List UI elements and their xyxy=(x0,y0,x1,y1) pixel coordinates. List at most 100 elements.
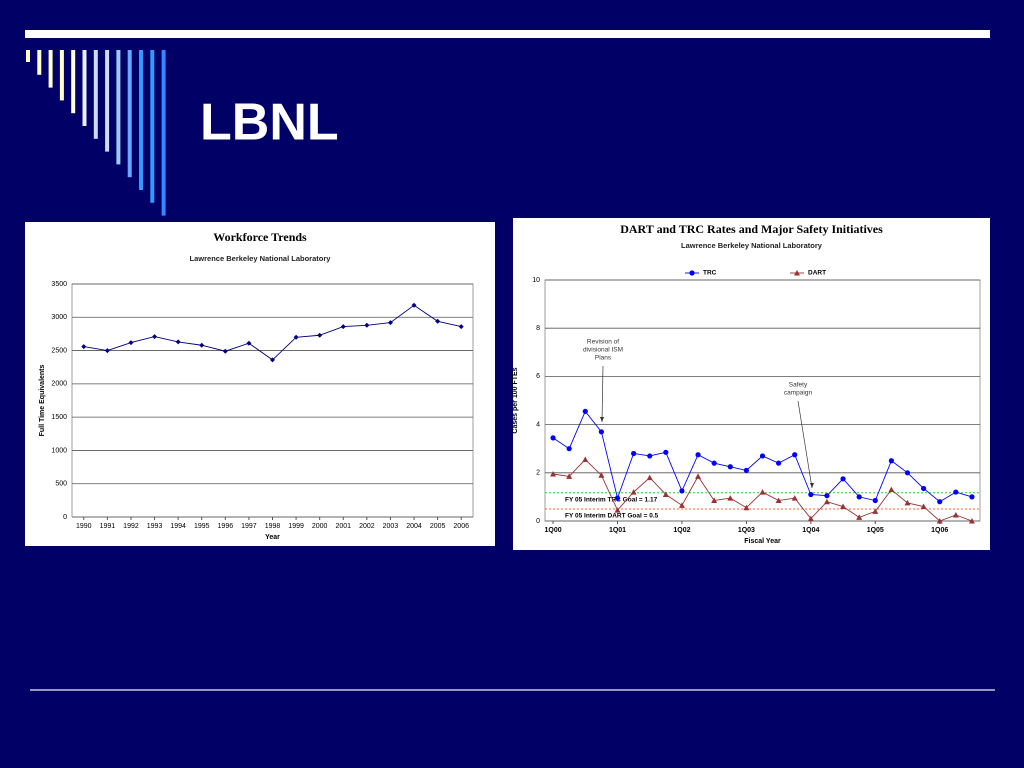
point xyxy=(340,324,346,330)
point xyxy=(952,511,959,518)
y-tick-label: 0 xyxy=(536,518,540,525)
annotation: Revision of xyxy=(587,339,619,346)
point xyxy=(678,502,685,508)
goal-label: FY 05 Interim DART Goal = 0.5 xyxy=(565,513,659,520)
point xyxy=(695,452,701,458)
point xyxy=(175,339,181,345)
point xyxy=(270,357,275,363)
point xyxy=(631,450,637,457)
chart: Workforce Trends Lawrence Berkeley Nation… xyxy=(25,222,495,546)
decor-bar xyxy=(71,50,76,114)
point xyxy=(759,489,766,495)
x-tick-label: 1994 xyxy=(170,523,186,530)
x-tick-label: 1992 xyxy=(123,523,139,530)
decor-bar xyxy=(150,50,155,203)
point xyxy=(969,494,975,500)
point xyxy=(840,503,847,510)
chart-subtitle: Lawrence Berkeley National Laboratory xyxy=(190,254,332,263)
x-tick-label: 1Q02 xyxy=(673,527,690,534)
legend-marker xyxy=(689,270,695,276)
point xyxy=(293,334,299,340)
decor-bar xyxy=(59,50,64,101)
x-tick-label: 2004 xyxy=(406,523,422,530)
point xyxy=(920,503,927,510)
y-tick-label: 4 xyxy=(536,421,540,428)
point xyxy=(566,473,573,479)
y-tick-label: 500 xyxy=(55,481,67,488)
chart-title: Workforce Trends xyxy=(213,230,307,244)
point xyxy=(856,494,862,500)
x-tick-label: 1998 xyxy=(265,523,281,530)
point xyxy=(647,453,653,459)
point xyxy=(662,491,669,497)
x-tick-label: 1997 xyxy=(241,523,257,530)
decor-bar xyxy=(82,50,87,126)
chart-subtitle: Lawrence Berkeley National Laboratory xyxy=(681,241,823,250)
x-tick-label: 1995 xyxy=(194,523,210,530)
point xyxy=(598,429,604,435)
y-axis-label: Cases per 100 FTEs xyxy=(512,367,519,433)
y-tick-label: 0 xyxy=(63,514,67,521)
decoration xyxy=(26,50,166,216)
decor-bar xyxy=(26,50,30,62)
point xyxy=(663,449,669,455)
point xyxy=(711,460,717,466)
annotation: Safety xyxy=(789,382,808,389)
x-tick-label: 1Q04 xyxy=(802,527,819,534)
point xyxy=(364,322,370,328)
point xyxy=(775,497,782,504)
point xyxy=(614,507,621,513)
point xyxy=(695,473,702,479)
point xyxy=(968,518,975,524)
x-tick-label: 1991 xyxy=(100,523,116,530)
decor-bar xyxy=(116,50,121,165)
point xyxy=(808,491,814,498)
point xyxy=(921,485,927,492)
point xyxy=(566,446,572,452)
point xyxy=(711,497,718,504)
x-tick-label: 2002 xyxy=(359,523,375,530)
point xyxy=(614,495,621,501)
point xyxy=(856,514,863,520)
point xyxy=(81,344,87,350)
annotation-arrow xyxy=(797,400,813,489)
point xyxy=(824,493,830,499)
decor-bar xyxy=(161,50,166,216)
y-tick-label: 2000 xyxy=(51,381,67,388)
x-tick-label: 1Q00 xyxy=(544,527,561,534)
x-axis-label: Year xyxy=(265,534,280,541)
point xyxy=(152,334,158,340)
point xyxy=(840,476,846,482)
goal-label: FY 05 Interim TRC Goal = 1.17 xyxy=(565,497,658,504)
point xyxy=(872,497,878,504)
slide-title: LBNL xyxy=(200,94,339,152)
x-tick-label: 1993 xyxy=(147,523,163,530)
y-axis-label: Full Time Equivalents xyxy=(39,364,46,436)
point xyxy=(904,499,911,506)
annotation-arrowhead xyxy=(600,417,604,422)
annotation: campaign xyxy=(784,390,813,397)
x-tick-label: 1Q03 xyxy=(738,527,755,534)
point xyxy=(246,340,252,346)
y-tick-label: 3000 xyxy=(51,314,67,321)
x-tick-label: 2001 xyxy=(335,523,351,530)
x-tick-label: 2006 xyxy=(453,523,469,530)
point xyxy=(458,324,464,330)
point xyxy=(727,464,733,470)
point xyxy=(128,340,134,346)
x-tick-label: 2003 xyxy=(383,523,399,530)
point xyxy=(598,472,605,478)
y-tick-label: 8 xyxy=(536,325,540,332)
y-tick-label: 2500 xyxy=(51,347,67,354)
point xyxy=(582,456,589,463)
point xyxy=(317,332,323,338)
legend-marker xyxy=(794,270,800,276)
y-tick-label: 6 xyxy=(536,373,540,380)
chart-panel xyxy=(513,218,990,550)
point xyxy=(199,342,205,348)
point xyxy=(387,320,393,326)
x-tick-label: 1Q05 xyxy=(867,527,884,534)
point xyxy=(776,460,782,466)
y-tick-label: 3500 xyxy=(51,281,67,288)
point xyxy=(222,348,228,354)
